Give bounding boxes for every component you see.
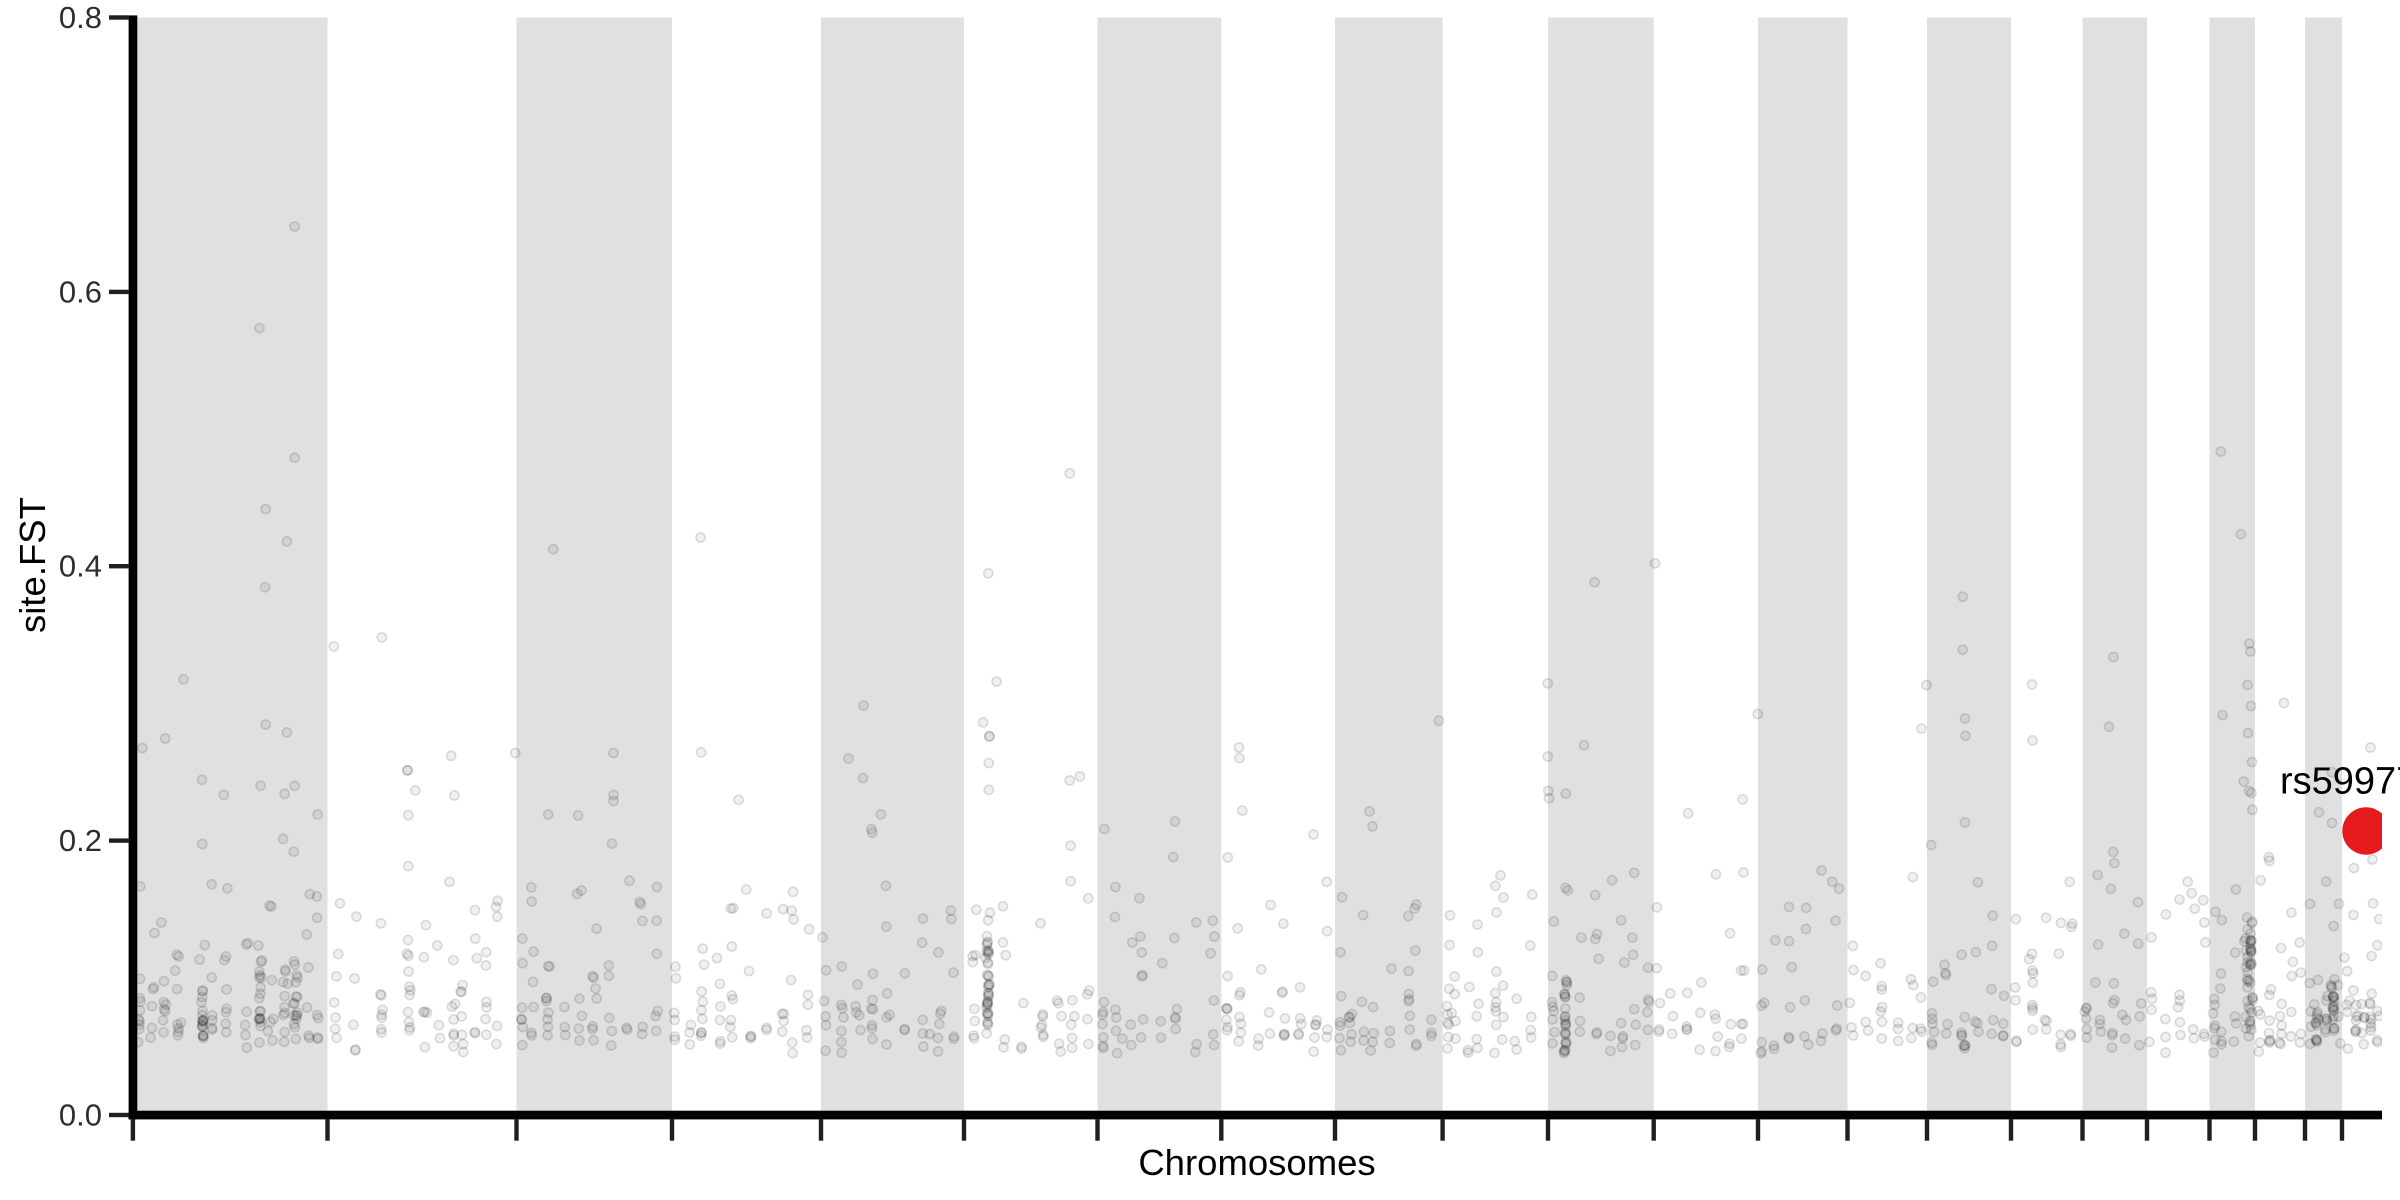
svg-text:0.0: 0.0	[59, 1098, 102, 1133]
svg-text:0.4: 0.4	[59, 549, 102, 584]
svg-text:0.6: 0.6	[59, 274, 102, 309]
svg-text:site.FST: site.FST	[12, 497, 53, 633]
svg-text:0.2: 0.2	[59, 823, 102, 858]
svg-text:0.8: 0.8	[59, 0, 102, 35]
svg-text:rs5997753: rs5997753	[2280, 761, 2400, 803]
svg-text:Chromosomes: Chromosomes	[1138, 1142, 1375, 1183]
